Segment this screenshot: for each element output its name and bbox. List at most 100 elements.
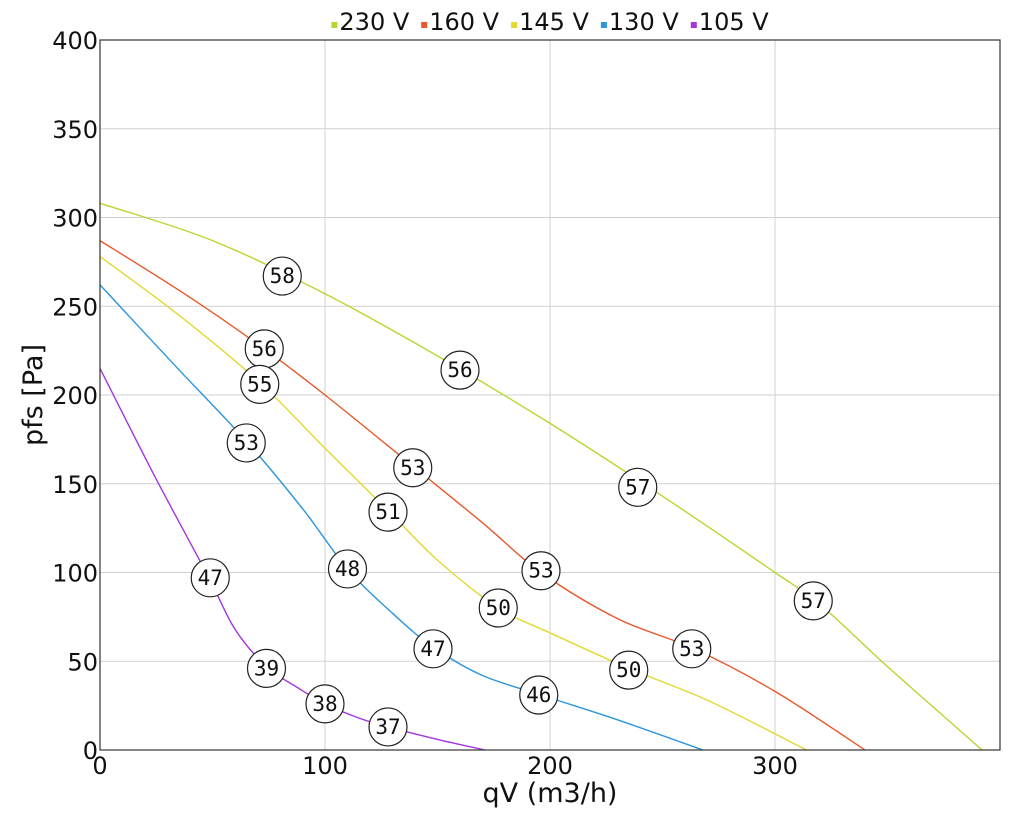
marker-label: 38 <box>312 692 337 716</box>
legend-label: 230 V <box>339 8 409 36</box>
series-markers: 58 56 57 57 56 53 53 53 55 51 50 50 53 48 47 46 47 39 38 37 <box>190 256 833 747</box>
legend-swatch <box>331 22 338 28</box>
marker-label: 47 <box>198 566 223 590</box>
marker-label: 53 <box>400 456 425 480</box>
series-marker: 48 <box>327 549 368 589</box>
series-marker: 53 <box>226 423 266 463</box>
x-axis-title: qV (m3/h) <box>483 778 618 809</box>
y-tick-label: 400 <box>52 27 98 55</box>
marker-label: 55 <box>247 372 272 396</box>
x-tick-label: 0 <box>92 752 107 780</box>
series-line-2 <box>99 256 807 751</box>
series-marker: 46 <box>519 675 559 715</box>
y-tick-label: 350 <box>52 116 98 144</box>
marker-circle <box>440 350 480 390</box>
series-line-0 <box>99 202 983 751</box>
x-tick-label: 300 <box>752 752 798 780</box>
marker-label: 46 <box>526 683 551 707</box>
y-tick-label: 150 <box>52 471 98 499</box>
series-marker: 57 <box>793 581 833 621</box>
marker-circle <box>393 448 433 488</box>
legend-swatch <box>690 22 697 28</box>
marker-circle <box>262 256 302 296</box>
legend-swatch <box>600 22 607 28</box>
marker-label: 56 <box>252 337 277 361</box>
marker-label: 48 <box>335 557 360 581</box>
marker-label: 53 <box>528 559 553 583</box>
marker-circle <box>519 675 559 715</box>
series-marker: 56 <box>440 350 480 390</box>
marker-circle <box>478 588 518 628</box>
grid <box>100 40 1000 750</box>
series-lines <box>99 202 983 751</box>
series-marker: 53 <box>672 629 712 669</box>
series-marker: 53 <box>393 448 433 488</box>
series-marker: 47 <box>413 629 453 669</box>
series-line-3 <box>99 284 704 751</box>
marker-label: 56 <box>447 358 472 382</box>
series-marker: 38 <box>305 684 345 724</box>
marker-circle <box>793 581 833 621</box>
marker-label: 53 <box>234 431 259 455</box>
series-marker: 57 <box>618 467 658 507</box>
marker-circle <box>618 467 658 507</box>
series-marker: 50 <box>609 650 649 690</box>
legend-label: 145 V <box>519 8 589 36</box>
y-axis-title: pfs [Pa] <box>18 344 49 446</box>
legend-label: 130 V <box>609 8 679 36</box>
series-line-4 <box>99 368 485 751</box>
marker-label: 51 <box>375 500 400 524</box>
legend-label: 160 V <box>429 8 499 36</box>
axis-ticks: 0 100 200 300 0 50 100 150 200 250 300 350 400 <box>52 27 798 780</box>
legend-item: 230 V <box>331 8 410 36</box>
y-tick-label: 300 <box>52 205 98 233</box>
y-tick-label: 200 <box>52 382 98 410</box>
marker-circle <box>305 684 345 724</box>
legend-label: 105 V <box>699 8 769 36</box>
marker-label: 57 <box>625 475 650 499</box>
marker-label: 58 <box>270 264 295 288</box>
x-tick-label: 200 <box>527 752 573 780</box>
legend-item: 130 V <box>600 8 679 36</box>
legend-item: 105 V <box>690 8 769 36</box>
marker-circle <box>521 551 561 591</box>
series-marker: 55 <box>240 364 280 404</box>
legend-item: 145 V <box>511 8 590 36</box>
series-line-1 <box>99 240 866 751</box>
marker-circle <box>368 492 408 532</box>
series-marker: 37 <box>368 707 408 747</box>
marker-label: 37 <box>375 715 400 739</box>
y-tick-label: 0 <box>83 737 98 765</box>
marker-label: 39 <box>254 656 279 680</box>
marker-circle <box>609 650 649 690</box>
plot-frame <box>99 39 1001 751</box>
marker-circle <box>246 648 287 688</box>
legend-item: 160 V <box>421 8 500 36</box>
marker-circle <box>672 629 712 669</box>
marker-label: 57 <box>801 589 826 613</box>
marker-circle <box>413 629 453 669</box>
marker-label: 50 <box>616 658 641 682</box>
series-marker: 39 <box>246 648 287 688</box>
marker-label: 53 <box>679 637 704 661</box>
legend-swatch <box>511 22 518 28</box>
marker-circle <box>190 558 230 598</box>
series-marker: 47 <box>190 558 230 598</box>
marker-circle <box>368 707 408 747</box>
series-marker: 51 <box>368 492 408 532</box>
y-tick-label: 250 <box>52 293 98 321</box>
series-marker: 53 <box>521 551 561 591</box>
y-tick-label: 50 <box>67 648 98 676</box>
marker-label: 47 <box>420 637 445 661</box>
marker-circle <box>240 364 280 404</box>
series-marker: 50 <box>478 588 518 628</box>
x-tick-label: 100 <box>302 752 348 780</box>
legend-swatch <box>421 22 428 28</box>
marker-circle <box>327 549 368 589</box>
legend: 230 V 160 V 145 V 130 V 105 V <box>331 8 769 36</box>
marker-circle <box>226 423 266 463</box>
series-marker: 58 <box>262 256 302 296</box>
y-tick-label: 100 <box>52 560 98 588</box>
